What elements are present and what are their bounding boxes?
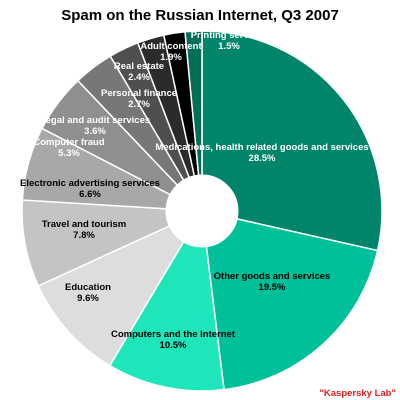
label-computers-and-the-internet: Computers and the Internet 10.5%: [111, 329, 236, 351]
slice-labels: Medications, health related goods and se…: [20, 30, 369, 351]
slice-other-goods-and-services: [201, 210, 379, 391]
pie-slices: [21, 30, 383, 392]
slice-medications-health-related-goods-and-services: [201, 30, 383, 252]
donut-hole: [165, 174, 239, 248]
label-electronic-advertising-services: Electronic advertising services 6.6%: [20, 178, 160, 200]
slice-education: [37, 209, 204, 367]
label-legal-and-audit-services: Legal and audit services 3.6%: [40, 115, 150, 137]
label-adult-content: Adult content 1.9%: [140, 41, 202, 63]
chart-title: Spam on the Russian Internet, Q3 2007: [61, 7, 339, 24]
slice-computers-and-the-internet: [108, 208, 225, 392]
label-education: Education 9.6%: [65, 282, 111, 304]
label-real-estate: Real estate 2.4%: [114, 61, 164, 83]
source-credit: "Kaspersky Lab": [319, 388, 396, 399]
label-travel-and-tourism: Travel and tourism 7.8%: [42, 219, 126, 241]
label-other-goods-and-services: Other goods and services 19.5%: [214, 271, 331, 293]
label-medications-health-related-goods-and-services: Medications, health related goods and se…: [155, 142, 368, 164]
slice-printing-services: [184, 30, 203, 212]
label-printing-services: Printing services 1.5%: [191, 30, 268, 52]
label-personal-finance: Personal finance 2.7%: [101, 88, 177, 110]
label-computer-fraud: Computer fraud 5.3%: [33, 137, 104, 159]
